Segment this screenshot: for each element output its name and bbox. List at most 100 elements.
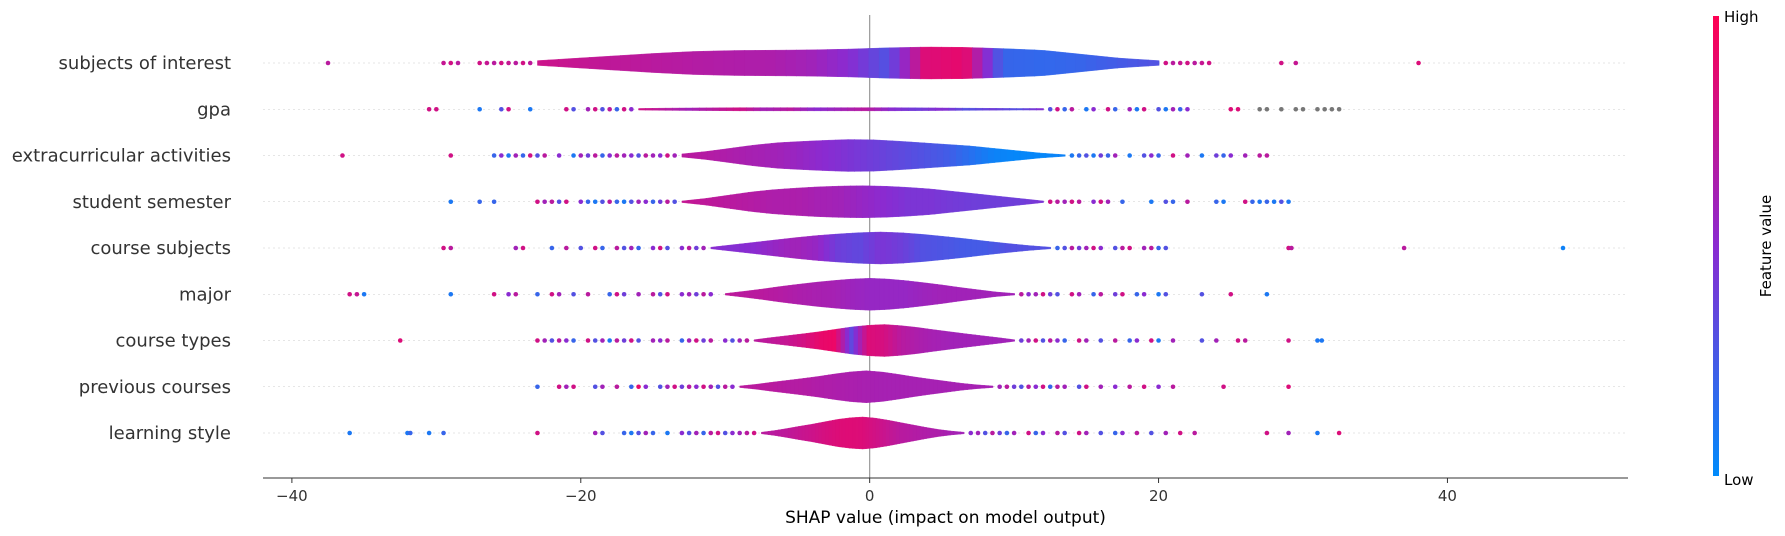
shap-point <box>701 245 706 251</box>
violin-slice <box>941 107 950 111</box>
violin-slice <box>936 235 944 261</box>
violin-slice <box>719 107 727 111</box>
shap-point <box>643 153 649 158</box>
violin-body <box>681 139 1066 172</box>
violin-slice <box>838 185 846 218</box>
violin-slice <box>975 289 982 300</box>
shap-point <box>592 338 598 343</box>
shap-point <box>621 153 627 158</box>
shap-point <box>650 245 656 251</box>
shap-point <box>643 199 649 205</box>
violin-slice <box>802 140 811 171</box>
shap-point <box>1033 338 1039 343</box>
shap-point <box>629 338 634 343</box>
shap-point <box>448 153 454 158</box>
violin-slice <box>888 278 895 310</box>
shap-point <box>679 291 685 297</box>
shap-point <box>535 338 540 343</box>
shap-point <box>499 106 504 112</box>
violin-slice <box>982 108 990 111</box>
violin-slice <box>999 242 1006 254</box>
violin-slice <box>908 233 916 263</box>
shap-point <box>657 199 663 205</box>
shap-point <box>1098 199 1104 205</box>
violin-slice <box>976 193 984 210</box>
shap-point <box>499 60 504 66</box>
violin-slice <box>914 107 923 111</box>
shap-point <box>1055 106 1060 112</box>
violin-slice <box>869 278 876 311</box>
shap-point <box>636 199 641 205</box>
violin-slice <box>589 56 601 70</box>
violin-slice <box>936 284 943 305</box>
shap-point <box>1112 338 1118 343</box>
violin-slice <box>1030 199 1038 205</box>
shap-point <box>1228 106 1234 112</box>
violin-slice <box>753 289 760 300</box>
violin-slice <box>975 146 983 165</box>
violin-slice <box>840 233 848 263</box>
shap-point <box>1040 291 1046 297</box>
violin-slice <box>766 107 775 112</box>
violin-slice <box>792 284 799 305</box>
violin-slice <box>827 49 839 77</box>
violin-slice <box>909 46 922 80</box>
violin-slice <box>931 235 938 261</box>
violin-slice <box>928 188 936 215</box>
violin-slice <box>823 234 831 262</box>
shap-point <box>1011 430 1017 436</box>
violin-slice <box>868 185 876 218</box>
shap-point <box>571 153 576 158</box>
feature-label: gpa <box>197 99 231 120</box>
shap-point <box>1062 384 1067 390</box>
violin-slice <box>759 107 768 112</box>
shap-point <box>1242 338 1248 343</box>
violin-slice <box>994 148 1002 163</box>
shap-point <box>564 338 569 343</box>
shap-point <box>506 60 511 66</box>
shap-point <box>621 430 627 436</box>
violin-slice <box>744 242 752 254</box>
shap-point <box>665 245 670 251</box>
violin-slice <box>775 49 787 77</box>
violin-slice <box>806 49 818 77</box>
shap-point <box>1076 291 1082 297</box>
violin-slice <box>852 232 859 264</box>
shap-point <box>701 338 706 343</box>
shap-point <box>1084 338 1089 343</box>
violin-slice <box>694 151 702 160</box>
violin-slice <box>609 55 622 71</box>
violin-slice <box>847 107 856 112</box>
shap-point <box>535 384 540 390</box>
shap-point <box>477 199 482 205</box>
shap-point <box>1098 384 1104 390</box>
shap-point <box>1177 106 1183 112</box>
shap-point <box>636 430 641 436</box>
shap-point <box>542 199 547 205</box>
shap-point <box>506 291 511 297</box>
shap-point <box>1004 430 1010 436</box>
shap-point <box>990 430 995 436</box>
violin-slice <box>578 57 591 69</box>
shap-point <box>527 106 533 112</box>
shap-point <box>1076 153 1082 158</box>
violin-slice <box>723 50 735 76</box>
violin-slice <box>924 142 932 169</box>
shap-point <box>1170 384 1176 390</box>
violin-slice <box>1044 50 1056 76</box>
violin-slice <box>688 152 696 159</box>
violin-slice <box>739 290 746 298</box>
shap-point <box>520 245 526 251</box>
shap-point <box>657 338 663 343</box>
violin-slice <box>761 240 769 256</box>
violin-slice <box>946 285 953 304</box>
violin-slice <box>1137 59 1150 67</box>
shap-point <box>1127 384 1132 390</box>
feature-value-colorbar <box>1713 16 1719 476</box>
shap-point <box>715 384 721 390</box>
violin-slice <box>943 143 951 168</box>
shap-point <box>1242 153 1248 158</box>
violin-slice <box>993 241 1001 255</box>
shap-point <box>1127 245 1132 251</box>
x-tick-label: −40 <box>276 487 308 505</box>
